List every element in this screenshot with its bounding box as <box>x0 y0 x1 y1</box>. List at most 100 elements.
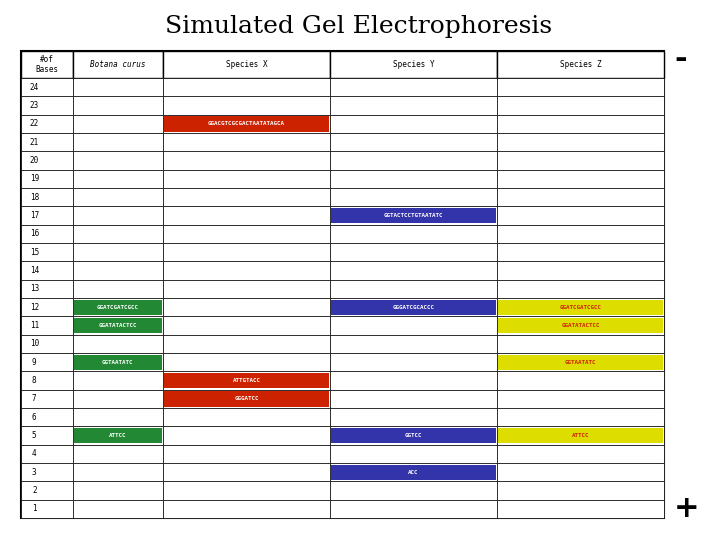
Bar <box>22 481 73 500</box>
Bar <box>73 261 163 280</box>
Bar <box>331 428 496 443</box>
Bar <box>497 445 665 463</box>
Text: GGACGTCGCGACTAATATAGCA: GGACGTCGCGACTAATATAGCA <box>208 122 285 126</box>
Bar <box>73 151 163 170</box>
Text: 16: 16 <box>30 230 39 238</box>
Bar <box>22 353 73 372</box>
Bar <box>497 188 665 206</box>
Bar <box>163 51 330 78</box>
Bar <box>164 391 329 407</box>
Bar <box>73 372 163 390</box>
Bar <box>22 445 73 463</box>
Bar <box>73 390 163 408</box>
Bar <box>497 225 665 243</box>
Bar <box>73 481 163 500</box>
Bar <box>498 355 663 370</box>
Bar <box>497 78 665 97</box>
Bar <box>22 298 73 316</box>
Bar <box>330 51 497 78</box>
Text: 3: 3 <box>32 468 37 477</box>
Text: GGATATACTCC: GGATATACTCC <box>99 323 137 328</box>
Bar <box>497 372 665 390</box>
Bar <box>497 97 665 114</box>
Text: ACC: ACC <box>408 470 419 475</box>
Bar <box>163 445 330 463</box>
Bar <box>331 300 496 315</box>
Bar <box>163 151 330 170</box>
Text: GGTACTCCTGTAATATC: GGTACTCCTGTAATATC <box>384 213 444 218</box>
Bar <box>73 97 163 114</box>
Bar <box>497 51 665 78</box>
Text: 19: 19 <box>30 174 39 184</box>
Bar <box>497 280 665 298</box>
Bar <box>22 335 73 353</box>
Bar <box>163 353 330 372</box>
Bar <box>163 463 330 481</box>
Bar <box>22 427 73 445</box>
Bar <box>330 335 497 353</box>
Bar <box>163 481 330 500</box>
Bar <box>73 225 163 243</box>
Bar <box>73 78 163 97</box>
Bar <box>22 280 73 298</box>
Bar <box>74 355 161 370</box>
Bar <box>497 133 665 151</box>
Bar <box>163 316 330 335</box>
Bar <box>73 133 163 151</box>
Bar <box>330 372 497 390</box>
Bar <box>73 463 163 481</box>
Bar <box>330 261 497 280</box>
Text: GGATCGATCGCC: GGATCGATCGCC <box>559 305 602 310</box>
Bar <box>22 188 73 206</box>
Text: 1: 1 <box>32 504 37 514</box>
Bar <box>497 243 665 261</box>
Bar <box>163 500 330 518</box>
Bar <box>497 500 665 518</box>
Bar <box>330 133 497 151</box>
Bar <box>74 300 161 315</box>
Bar <box>22 206 73 225</box>
Bar <box>163 390 330 408</box>
Bar <box>163 97 330 114</box>
Text: ATTCC: ATTCC <box>572 433 590 438</box>
Text: Species Y: Species Y <box>392 60 434 69</box>
Text: 22: 22 <box>30 119 39 129</box>
Bar <box>497 463 665 481</box>
Text: 24: 24 <box>30 83 39 92</box>
Bar <box>73 243 163 261</box>
Bar <box>163 372 330 390</box>
Text: Species Z: Species Z <box>560 60 601 69</box>
Bar <box>163 133 330 151</box>
Bar <box>22 261 73 280</box>
Text: GGATATACTCC: GGATATACTCC <box>562 323 600 328</box>
Bar <box>497 390 665 408</box>
Bar <box>73 51 163 78</box>
Bar <box>330 298 497 316</box>
Bar <box>331 464 496 480</box>
Bar <box>73 206 163 225</box>
Text: 6: 6 <box>32 413 37 422</box>
Bar <box>330 151 497 170</box>
Bar <box>22 51 73 78</box>
Bar <box>22 78 73 97</box>
Bar <box>73 170 163 188</box>
Bar <box>330 353 497 372</box>
Title: Simulated Gel Electrophoresis: Simulated Gel Electrophoresis <box>166 15 552 38</box>
Bar <box>22 114 73 133</box>
Bar <box>497 298 665 316</box>
Bar <box>74 428 161 443</box>
Bar <box>498 428 663 443</box>
Bar <box>73 353 163 372</box>
Bar <box>330 500 497 518</box>
Text: 13: 13 <box>30 285 39 293</box>
Bar <box>22 390 73 408</box>
Text: +: + <box>674 495 700 523</box>
Bar <box>73 427 163 445</box>
Text: 15: 15 <box>30 248 39 256</box>
Bar <box>497 481 665 500</box>
Text: 11: 11 <box>30 321 39 330</box>
Bar <box>497 353 665 372</box>
Bar <box>163 427 330 445</box>
Text: GGGATCGCACCC: GGGATCGCACCC <box>392 305 435 310</box>
Bar <box>498 300 663 315</box>
